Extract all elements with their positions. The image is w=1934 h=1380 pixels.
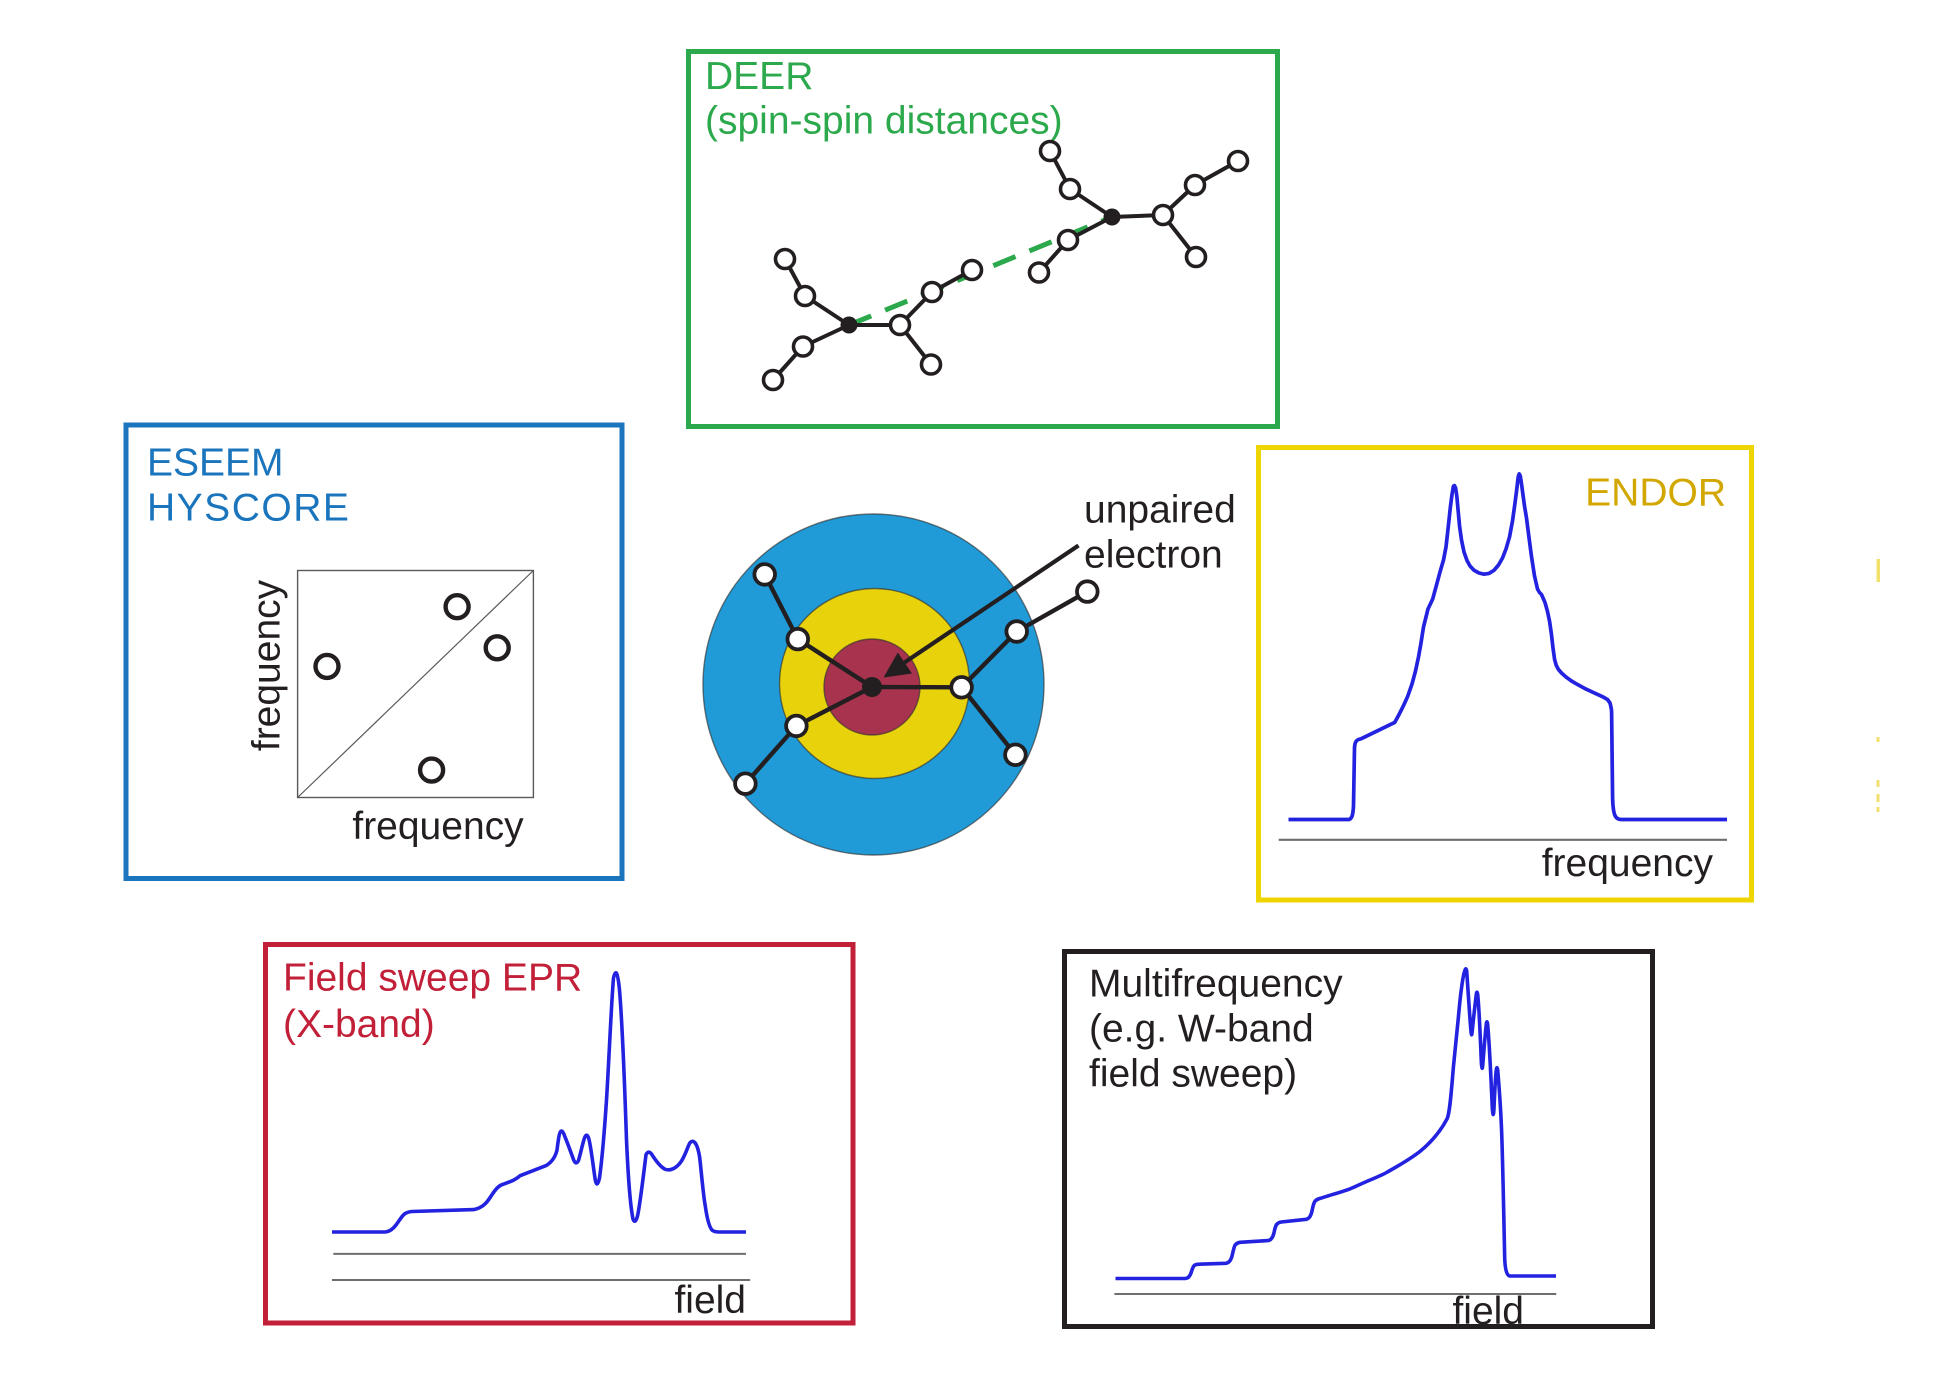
svg-text:HYSCORE: HYSCORE — [147, 487, 350, 530]
svg-text:(spin-spin distances): (spin-spin distances) — [705, 100, 1063, 143]
svg-text:(X-band): (X-band) — [283, 1003, 435, 1046]
svg-text:electron: electron — [1084, 534, 1223, 577]
svg-text:ESEEM: ESEEM — [147, 442, 284, 485]
svg-text:field sweep): field sweep) — [1089, 1052, 1297, 1095]
svg-text:frequency: frequency — [246, 579, 289, 751]
svg-text:(e.g. W-band: (e.g. W-band — [1089, 1007, 1314, 1050]
svg-text:unpaired: unpaired — [1084, 489, 1236, 532]
svg-text:field: field — [674, 1279, 746, 1322]
svg-text:field: field — [1452, 1290, 1524, 1333]
svg-text:ENDOR: ENDOR — [1585, 472, 1726, 515]
svg-text:Multifrequency: Multifrequency — [1089, 962, 1343, 1005]
svg-text:frequency: frequency — [1542, 842, 1714, 885]
svg-text:frequency: frequency — [352, 805, 524, 848]
svg-text:Field sweep EPR: Field sweep EPR — [283, 957, 582, 1000]
svg-text:DEER: DEER — [705, 55, 813, 98]
